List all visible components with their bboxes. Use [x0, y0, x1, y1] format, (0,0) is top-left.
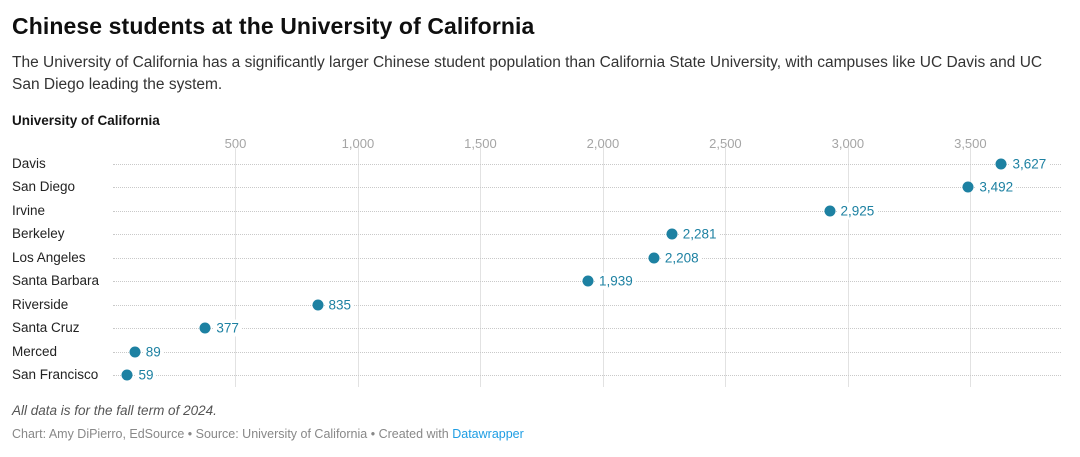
x-tick-label: 1,500	[464, 135, 497, 151]
category-label: Merced	[12, 339, 108, 364]
data-point-dot[interactable]	[666, 228, 678, 240]
data-point-dot[interactable]	[824, 205, 835, 217]
x-tick-label: 2,000	[586, 135, 620, 151]
data-point-dot[interactable]	[582, 275, 594, 287]
chart-card: Chinese students at the University of Ca…	[12, 13, 1066, 443]
chart-row: Riverside 835	[12, 292, 1061, 317]
gridline	[847, 146, 849, 387]
x-tick-label: 3,500	[954, 135, 987, 151]
chart-row: San Diego 3,492	[12, 175, 1061, 199]
group-label: University of California	[12, 112, 160, 128]
gridline	[357, 146, 359, 387]
chart-row: Merced 89	[12, 339, 1061, 364]
value-label: 3,492	[976, 178, 1017, 196]
value-label: 377	[213, 319, 242, 337]
category-label: San Diego	[12, 175, 108, 199]
chart-title: Chinese students at the University of Ca…	[12, 13, 535, 39]
chart-footer: All data is for the fall term of 2024. C…	[12, 402, 1066, 443]
gridline	[602, 146, 604, 387]
chart-row: San Francisco 59	[12, 363, 1061, 387]
dot-plot: University of California 500 1,000 1,500 2,…	[12, 113, 1066, 387]
value-label: 2,925	[837, 202, 878, 220]
value-label: 89	[142, 343, 164, 361]
data-point-dot[interactable]	[129, 346, 141, 358]
x-tick-label: 2,500	[709, 135, 742, 151]
category-label: Santa Cruz	[12, 316, 108, 340]
data-point-dot[interactable]	[121, 369, 133, 381]
datawrapper-link[interactable]: Datawrapper	[452, 427, 524, 442]
value-label: 2,281	[679, 225, 720, 243]
gridline	[480, 146, 482, 387]
byline-created-with: Created with	[378, 427, 449, 442]
category-label: Riverside	[12, 292, 108, 317]
data-point-dot[interactable]	[995, 158, 1007, 170]
data-point-dot[interactable]	[648, 252, 660, 264]
value-label: 59	[135, 366, 157, 384]
chart-description: The University of California has a signi…	[12, 53, 1043, 93]
value-label: 1,939	[595, 272, 636, 290]
chart-row: Santa Cruz 377	[12, 316, 1061, 340]
byline-source: Source: University of California	[195, 427, 368, 442]
chart-row: Irvine 2,925	[12, 198, 1061, 223]
value-label: 2,208	[661, 249, 702, 267]
category-label: Berkeley	[12, 222, 108, 246]
category-label: Los Angeles	[12, 245, 108, 270]
chart-row: Santa Barbara 1,939	[12, 269, 1061, 293]
gridline	[970, 146, 972, 387]
value-label: 835	[325, 296, 355, 314]
chart-row: Los Angeles 2,208	[12, 245, 1061, 270]
x-tick-label: 3,000	[831, 135, 865, 151]
value-label: 3,627	[1009, 155, 1050, 173]
gridline	[725, 146, 727, 387]
data-point-dot[interactable]	[962, 181, 974, 193]
x-tick-label: 500	[224, 135, 247, 151]
footnote: All data is for the fall term of 2024.	[12, 402, 217, 418]
byline-credit: Chart: Amy DiPierro, EdSource	[12, 427, 185, 442]
x-axis: 500 1,000 1,500 2,000 2,500 3,000 3,500	[113, 132, 1061, 152]
category-label: Davis	[12, 151, 108, 176]
byline-separator: •	[367, 427, 379, 442]
x-tick-label: 1,000	[341, 135, 375, 151]
data-point-dot[interactable]	[199, 322, 211, 334]
gridline	[235, 146, 237, 387]
category-label: Irvine	[12, 198, 108, 223]
category-label: San Francisco	[12, 363, 108, 387]
byline: Chart: Amy DiPierro, EdSource • Source: …	[12, 426, 1066, 442]
category-label: Santa Barbara	[12, 269, 108, 293]
byline-separator: •	[184, 427, 196, 442]
data-point-dot[interactable]	[312, 299, 324, 311]
chart-row: Berkeley 2,281	[12, 222, 1061, 246]
plot-area: Davis 3,627 San Diego 3,492 Irvine 2,925 Berke…	[12, 146, 1061, 387]
chart-row: Davis 3,627	[12, 151, 1061, 176]
